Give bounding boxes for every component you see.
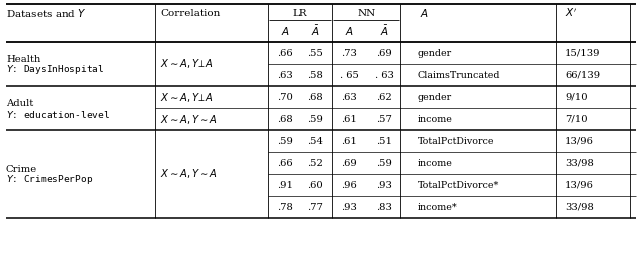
Text: .55: .55	[307, 48, 323, 58]
Text: .96: .96	[341, 181, 357, 190]
Text: $X \sim A, Y \sim A$: $X \sim A, Y \sim A$	[160, 167, 218, 181]
Text: $X \sim A, Y \sim A$: $X \sim A, Y \sim A$	[160, 113, 218, 125]
Text: gender: gender	[418, 93, 452, 101]
Text: $X \sim A, Y\!\perp\! A$: $X \sim A, Y\!\perp\! A$	[160, 58, 213, 70]
Text: 33/98: 33/98	[565, 158, 594, 167]
Text: .78: .78	[277, 202, 293, 212]
Text: $Y$: CrimesPerPop: $Y$: CrimesPerPop	[6, 173, 93, 187]
Text: LR: LR	[292, 8, 307, 18]
Text: Datasets and $Y$: Datasets and $Y$	[6, 7, 87, 19]
Text: .62: .62	[376, 93, 392, 101]
Text: .59: .59	[277, 136, 293, 145]
Text: income: income	[418, 115, 453, 124]
Text: 13/96: 13/96	[565, 181, 594, 190]
Text: ClaimsTruncated: ClaimsTruncated	[418, 70, 500, 79]
Text: .68: .68	[277, 115, 293, 124]
Text: Health: Health	[6, 55, 40, 64]
Text: NN: NN	[357, 8, 376, 18]
Text: .66: .66	[277, 48, 293, 58]
Text: Correlation: Correlation	[160, 8, 220, 18]
Text: 7/10: 7/10	[565, 115, 588, 124]
Text: 66/139: 66/139	[565, 70, 600, 79]
Text: .59: .59	[376, 158, 392, 167]
Text: $\bar{A}$: $\bar{A}$	[380, 24, 388, 38]
Text: $\bar{A}$: $\bar{A}$	[310, 24, 319, 38]
Text: income: income	[418, 158, 453, 167]
Text: .66: .66	[277, 158, 293, 167]
Text: Adult: Adult	[6, 98, 33, 107]
Text: .93: .93	[376, 181, 392, 190]
Text: 15/139: 15/139	[565, 48, 600, 58]
Text: .59: .59	[307, 115, 323, 124]
Text: 9/10: 9/10	[565, 93, 588, 101]
Text: TotalPctDivorce*: TotalPctDivorce*	[418, 181, 499, 190]
Text: $X \sim A, Y\!\perp\! A$: $X \sim A, Y\!\perp\! A$	[160, 90, 213, 104]
Text: .68: .68	[307, 93, 323, 101]
Text: .77: .77	[307, 202, 323, 212]
Text: . 65: . 65	[340, 70, 358, 79]
Text: .63: .63	[341, 93, 357, 101]
Text: .52: .52	[307, 158, 323, 167]
Text: .63: .63	[277, 70, 293, 79]
Text: .73: .73	[341, 48, 357, 58]
Text: .54: .54	[307, 136, 323, 145]
Text: .51: .51	[376, 136, 392, 145]
Text: .93: .93	[341, 202, 357, 212]
Text: 13/96: 13/96	[565, 136, 594, 145]
Text: .83: .83	[376, 202, 392, 212]
Text: .69: .69	[341, 158, 357, 167]
Text: $A$: $A$	[280, 25, 289, 37]
Text: $X'$: $X'$	[565, 7, 577, 19]
Text: .58: .58	[307, 70, 323, 79]
Text: .70: .70	[277, 93, 293, 101]
Text: 33/98: 33/98	[565, 202, 594, 212]
Text: .69: .69	[376, 48, 392, 58]
Text: . 63: . 63	[374, 70, 394, 79]
Text: income*: income*	[418, 202, 458, 212]
Text: .61: .61	[341, 115, 357, 124]
Text: gender: gender	[418, 48, 452, 58]
Text: .60: .60	[307, 181, 323, 190]
Text: Crime: Crime	[6, 164, 37, 173]
Text: .91: .91	[277, 181, 293, 190]
Text: $Y$: DaysInHospital: $Y$: DaysInHospital	[6, 64, 104, 76]
Text: .57: .57	[376, 115, 392, 124]
Text: $Y$: education-level: $Y$: education-level	[6, 109, 110, 119]
Text: $A$: $A$	[344, 25, 353, 37]
Text: $A$: $A$	[420, 7, 429, 19]
Text: TotalPctDivorce: TotalPctDivorce	[418, 136, 495, 145]
Text: .61: .61	[341, 136, 357, 145]
